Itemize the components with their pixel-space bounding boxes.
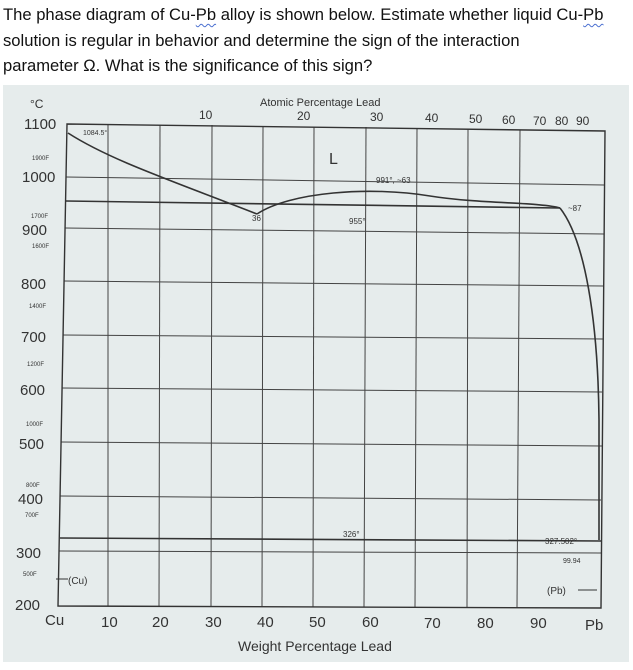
svg-text:40: 40 <box>425 111 439 125</box>
svg-text:500: 500 <box>19 436 44 453</box>
svg-text:80: 80 <box>477 615 494 632</box>
svg-text:991°, ~63: 991°, ~63 <box>376 176 411 185</box>
svg-text:1084.5°: 1084.5° <box>83 129 107 137</box>
svg-text:1600F: 1600F <box>32 244 49 250</box>
svg-text:36: 36 <box>252 214 261 223</box>
svg-text:90: 90 <box>576 114 590 128</box>
svg-text:70: 70 <box>533 114 547 128</box>
svg-text:700F: 700F <box>25 513 39 519</box>
svg-text:300: 300 <box>16 545 41 562</box>
svg-text:700: 700 <box>21 329 46 346</box>
x2-axis-title: Atomic Percentage Lead <box>260 97 380 109</box>
svg-text:800F: 800F <box>26 483 40 489</box>
svg-text:327.502°: 327.502° <box>545 537 577 546</box>
svg-text:20: 20 <box>152 614 169 631</box>
svg-text:~87: ~87 <box>568 204 582 213</box>
vertical-grid <box>107 124 521 609</box>
question-text: The phase diagram of Cu-Pb alloy is show… <box>3 2 631 79</box>
svg-text:1000: 1000 <box>22 169 55 186</box>
svg-text:900: 900 <box>22 222 47 239</box>
svg-text:1400F: 1400F <box>29 304 46 310</box>
phase-diagram-chart: °C Atomic Percentage Lead Weight Percent… <box>15 97 606 654</box>
svg-text:200: 200 <box>15 597 40 614</box>
horizontal-grid <box>58 176 605 554</box>
svg-text:955°: 955° <box>349 217 366 226</box>
svg-text:1900F: 1900F <box>32 156 49 162</box>
svg-text:(Cu): (Cu) <box>68 576 87 587</box>
question-line-2: solution is regular in behavior and dete… <box>3 30 520 50</box>
chart-frame <box>57 123 606 609</box>
svg-text:Pb: Pb <box>585 617 603 634</box>
svg-text:90: 90 <box>530 615 547 632</box>
annotations: 1084.5° L 991°, ~63 36 955° ~87 326° 327… <box>56 129 597 597</box>
x-tick-labels: Cu 10 20 30 40 50 60 70 80 90 Pb <box>45 612 603 634</box>
question-line-3: parameter Ω. What is the significance of… <box>3 56 373 75</box>
svg-text:400: 400 <box>18 491 43 508</box>
svg-text:600: 600 <box>20 382 45 399</box>
y-tick-labels: 1100 1000 900 800 700 600 500 400 300 20… <box>15 116 56 614</box>
svg-text:70: 70 <box>424 615 441 632</box>
x-axis-title: Weight Percentage Lead <box>238 638 392 654</box>
svg-text:80: 80 <box>555 114 569 128</box>
svg-text:L: L <box>329 151 338 168</box>
svg-text:800: 800 <box>21 276 46 293</box>
svg-text:(Pb): (Pb) <box>547 586 566 597</box>
miscibility-dome <box>256 190 561 215</box>
svg-text:50: 50 <box>469 112 483 126</box>
svg-text:10: 10 <box>199 108 213 122</box>
question-line-1: The phase diagram of Cu-Pb alloy is show… <box>3 5 604 24</box>
x2-tick-labels: 10 20 30 40 50 60 70 80 90 <box>199 108 590 128</box>
svg-text:30: 30 <box>205 614 222 631</box>
svg-text:99.94: 99.94 <box>563 558 581 565</box>
liquidus-cu-side <box>67 132 258 215</box>
svg-text:Cu: Cu <box>45 612 64 629</box>
svg-text:1700F: 1700F <box>31 214 48 220</box>
svg-text:40: 40 <box>257 614 274 631</box>
liquidus-pb-side <box>559 207 600 540</box>
svg-text:1000F: 1000F <box>26 422 43 428</box>
svg-text:30: 30 <box>370 110 384 124</box>
svg-text:1200F: 1200F <box>27 362 44 368</box>
y-fahrenheit-labels: 1900F 1700F 1600F 1400F 1200F 1000F 800F… <box>23 156 49 578</box>
svg-text:20: 20 <box>297 109 311 123</box>
y-unit-label: °C <box>30 97 44 111</box>
svg-text:10: 10 <box>101 614 118 631</box>
svg-text:60: 60 <box>502 113 516 127</box>
svg-text:60: 60 <box>362 614 379 631</box>
eutectic-line <box>59 537 602 542</box>
svg-text:326°: 326° <box>343 530 360 539</box>
phase-diagram-photo: °C Atomic Percentage Lead Weight Percent… <box>3 85 629 662</box>
svg-text:50: 50 <box>309 614 326 631</box>
svg-text:1100: 1100 <box>24 116 56 133</box>
monotectic-line <box>65 200 561 209</box>
svg-text:500F: 500F <box>23 572 37 578</box>
